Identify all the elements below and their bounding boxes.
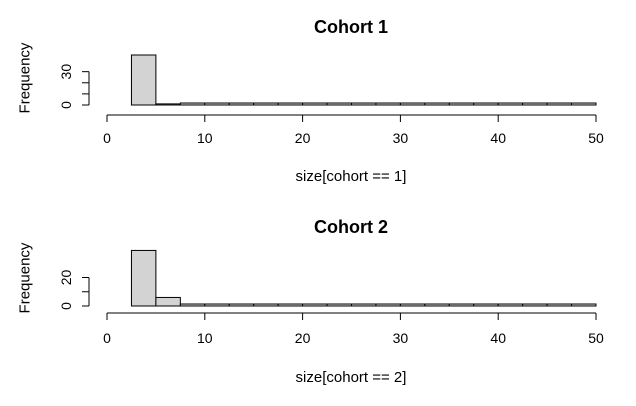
histogram-bar [326,102,352,106]
histogram-bar [351,303,377,307]
histogram-bar [351,102,377,106]
histogram-bar [497,102,524,106]
histogram-bar [546,303,573,307]
histogram-bar [302,303,328,307]
histogram-bar [473,303,499,307]
x-axis-label: size[cohort == 1] [296,168,407,185]
histogram-bar [399,102,426,106]
x-tick-label: 40 [490,330,506,346]
y-axis-label: Frequency [16,242,33,313]
histogram-bar [522,303,548,307]
x-tick-label: 10 [197,330,213,346]
x-tick-label: 40 [490,130,506,146]
histogram-bar [130,249,157,307]
x-tick-label: 30 [393,330,409,346]
x-tick-label: 50 [588,330,604,346]
histogram-bar [277,102,304,106]
y-tick-label: 20 [58,270,74,286]
x-tick-label: 10 [197,130,213,146]
histogram-bar [204,303,230,307]
cohort-1-panel: Cohort 1 0 10 20 30 40 50 size[cohort == 1] 0 30 F… [16,17,604,185]
histogram-bar [277,303,304,307]
histogram-bar [204,102,230,106]
x-tick-label: 30 [393,130,409,146]
y-tick-label: 0 [58,302,74,310]
histogram-bar [228,303,255,307]
y-tick-label: 30 [58,64,74,80]
histogram-bar [253,102,279,106]
chart-title: Cohort 1 [314,17,388,37]
cohort-2-panel: Cohort 2 0 10 20 30 40 50 size[cohort == 2] 0 20 F… [16,217,604,386]
histogram-bar [571,102,597,106]
histogram-bar [448,102,475,106]
histogram-bar [302,102,328,106]
y-axis-label: Frequency [16,42,33,113]
histogram-bar [179,303,206,307]
histogram-bar [448,303,475,307]
histogram-bar [571,303,597,307]
histogram-bar [155,103,181,106]
x-tick-label: 20 [295,330,311,346]
histogram-bar [424,303,450,307]
x-tick-label: 0 [103,330,111,346]
histogram-bar [424,102,450,106]
histogram-bar [326,303,352,307]
histogram-bar [179,102,206,106]
histogram-bar [130,54,157,106]
histogram-bar [375,303,401,307]
histogram-bar [497,303,524,307]
histogram-bar [253,303,279,307]
x-tick-label: 0 [103,130,111,146]
histogram-bar [473,102,499,106]
x-axis-label: size[cohort == 2] [296,369,407,386]
histogram-bar [546,102,573,106]
y-tick-label: 0 [58,101,74,109]
x-tick-label: 50 [588,130,604,146]
histogram-bar [522,102,548,106]
histogram-bar [399,303,426,307]
histogram-bar [155,296,181,307]
histogram-bar [375,102,401,106]
histogram-bar [228,102,255,106]
x-tick-label: 20 [295,130,311,146]
chart-title: Cohort 2 [314,217,388,237]
